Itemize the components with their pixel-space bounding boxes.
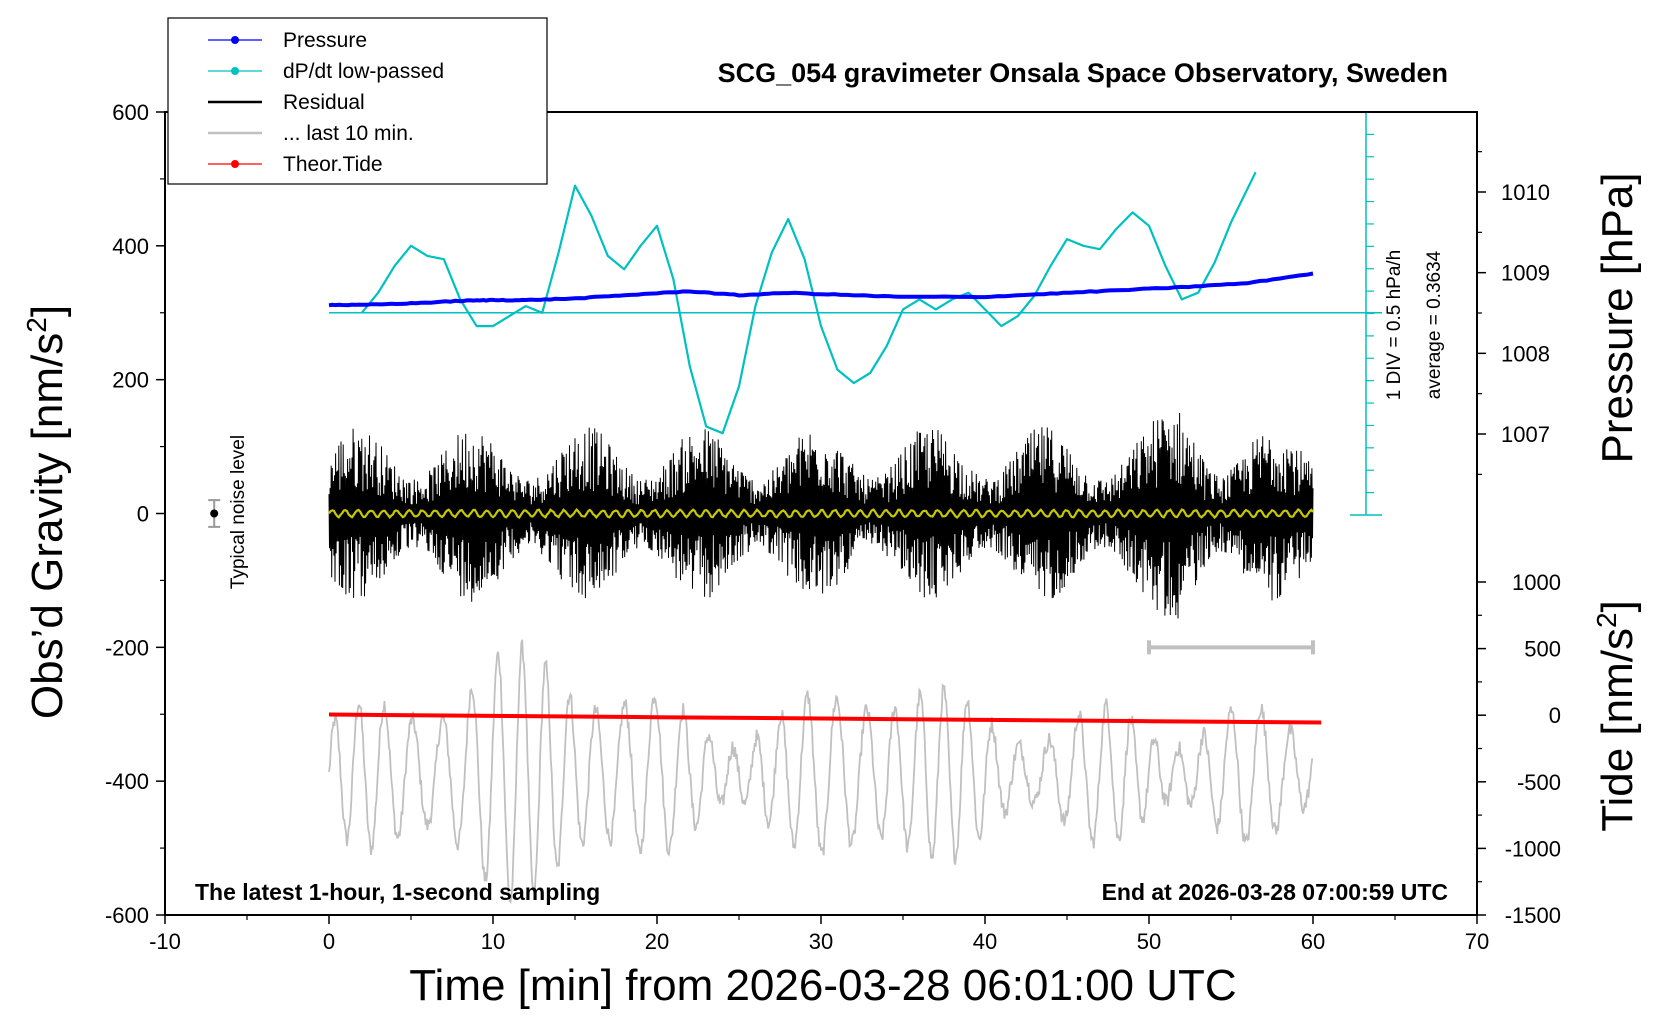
x-tick-label: 70 [1465,929,1489,954]
noise-point [210,509,219,518]
y-tick-label: 200 [112,368,149,393]
y-axis-label-left: Obs’d Gravity [nm/s2] [21,305,72,719]
tide-tick-label: 0 [1549,703,1561,728]
note-right: End at 2026-03-28 07:00:59 UTC [1102,879,1448,905]
noise-level-label: Typical noise level [228,435,249,589]
pressure-line [328,271,1314,308]
y-tick-label: 400 [112,234,149,259]
x-axis-label: Time [min] from 2026-03-28 06:01:00 UTC [409,961,1236,1010]
y-tick-label: 0 [137,502,149,527]
x-tick-label: 0 [323,929,335,954]
tide-tick-label: 1000 [1512,570,1561,595]
legend-marker [231,160,239,168]
pressure-tick-label: 1009 [1501,261,1550,286]
y-axis-label-tide-sup: 2 [1591,612,1622,628]
x-tick-label: 10 [481,929,505,954]
residual-smoothed-line [328,507,1314,520]
tide-tick-label: -1000 [1505,836,1561,861]
dpdt-scale-label: 1 DIV = 0.5 hPa/h [1384,250,1405,401]
axes-layer: -10 0 10 20 30 40 50 60 70 -600 -400 -200 0 200 400 600… [105,100,1561,954]
chart-title: SCG_054 gravimeter Onsala Space Observat… [718,58,1448,88]
legend-marker [231,67,239,75]
pressure-tick-label: 1008 [1501,341,1550,366]
y-axis-label-left-sup: 2 [21,317,52,333]
tide-tick-label: -500 [1517,770,1561,795]
y-axis-label-tide: Tide [nm/s2] [1591,600,1642,832]
y-axis-label-tide-end: ] [1593,600,1642,612]
y-tick-label: -400 [105,769,149,794]
legend-label: Theor.Tide [283,153,383,176]
y-tick-label: -200 [105,635,149,660]
y-tick-label: -600 [105,903,149,928]
y-axis-label-pressure: Pressure [hPa] [1593,172,1642,463]
x-tick-label: 30 [809,929,833,954]
x-tick-label: 40 [973,929,997,954]
residual-line [328,412,1314,619]
note-left: The latest 1-hour, 1-second sampling [195,879,600,905]
series-layer [208,111,1382,904]
last-10-min-line [328,639,1314,904]
y-axis-label-tide-main: Tide [nm/s [1593,628,1642,832]
y-axis-label-left-end: ] [23,305,72,317]
x-tick-label: 50 [1137,929,1161,954]
dpdt-average-label: average = 0.3634 [1424,250,1445,399]
tide-tick-label: 500 [1524,637,1561,662]
legend-marker [231,36,239,44]
legend-label: Pressure [283,29,367,52]
legend-label: ... last 10 min. [283,122,414,145]
legend-label: Residual [283,91,365,114]
x-tick-label: 20 [645,929,669,954]
x-tick-label: 60 [1301,929,1325,954]
tide-tick-label: -1500 [1505,903,1561,928]
pressure-tick-label: 1007 [1501,422,1550,447]
legend: Pressure dP/dt low-passed Residual ... last… [167,17,548,185]
theor-tide-line [328,712,1322,725]
pressure-tick-label: 1010 [1501,180,1550,205]
y-tick-label: 600 [112,100,149,125]
x-tick-label: -10 [149,929,181,954]
legend-label: dP/dt low-passed [283,60,444,83]
y-axis-label-left-main: Obs’d Gravity [nm/s [23,333,72,719]
dpdt-line [360,171,1257,435]
